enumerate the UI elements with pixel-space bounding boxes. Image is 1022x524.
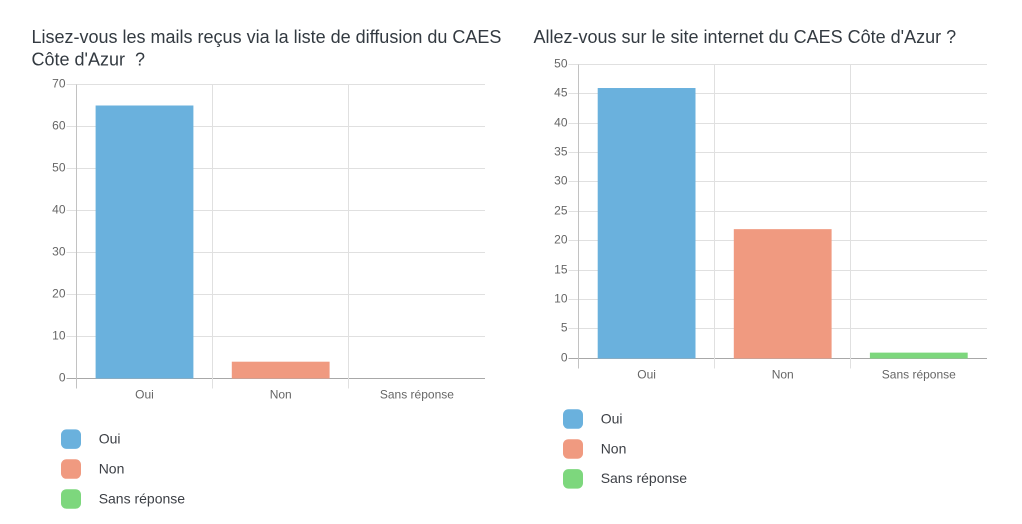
svg-text:Oui: Oui bbox=[99, 431, 121, 447]
svg-text:35: 35 bbox=[554, 145, 568, 159]
svg-text:40: 40 bbox=[52, 203, 66, 217]
svg-text:Oui: Oui bbox=[135, 388, 154, 402]
svg-text:Sans réponse: Sans réponse bbox=[380, 388, 454, 402]
svg-text:Oui: Oui bbox=[637, 368, 656, 382]
svg-text:Allez-vous sur le site interne: Allez-vous sur le site internet du CAES … bbox=[534, 27, 957, 47]
svg-text:20: 20 bbox=[52, 287, 66, 301]
svg-text:Oui: Oui bbox=[601, 410, 623, 426]
svg-text:10: 10 bbox=[554, 292, 568, 306]
svg-text:45: 45 bbox=[554, 86, 568, 100]
svg-text:Sans réponse: Sans réponse bbox=[99, 490, 186, 506]
svg-text:25: 25 bbox=[554, 204, 568, 218]
svg-text:10: 10 bbox=[52, 329, 66, 343]
svg-text:15: 15 bbox=[554, 263, 568, 277]
svg-text:Non: Non bbox=[270, 388, 292, 402]
svg-text:30: 30 bbox=[52, 245, 66, 259]
svg-text:Lisez-vous les mails reçus via: Lisez-vous les mails reçus via la liste … bbox=[32, 27, 502, 47]
svg-text:60: 60 bbox=[52, 119, 66, 133]
svg-text:5: 5 bbox=[561, 321, 568, 335]
svg-text:40: 40 bbox=[554, 116, 568, 130]
svg-text:Côte d'Azur ?: Côte d'Azur ? bbox=[32, 50, 146, 70]
svg-text:70: 70 bbox=[52, 77, 66, 91]
svg-text:Non: Non bbox=[99, 460, 125, 476]
svg-text:0: 0 bbox=[561, 351, 568, 365]
svg-text:50: 50 bbox=[554, 57, 568, 71]
svg-text:Sans réponse: Sans réponse bbox=[601, 470, 688, 486]
svg-text:30: 30 bbox=[554, 174, 568, 188]
svg-text:50: 50 bbox=[52, 161, 66, 175]
svg-text:20: 20 bbox=[554, 233, 568, 247]
svg-text:Non: Non bbox=[772, 368, 794, 382]
svg-text:Sans réponse: Sans réponse bbox=[882, 368, 956, 382]
svg-text:Non: Non bbox=[601, 440, 627, 456]
svg-text:0: 0 bbox=[59, 371, 66, 385]
